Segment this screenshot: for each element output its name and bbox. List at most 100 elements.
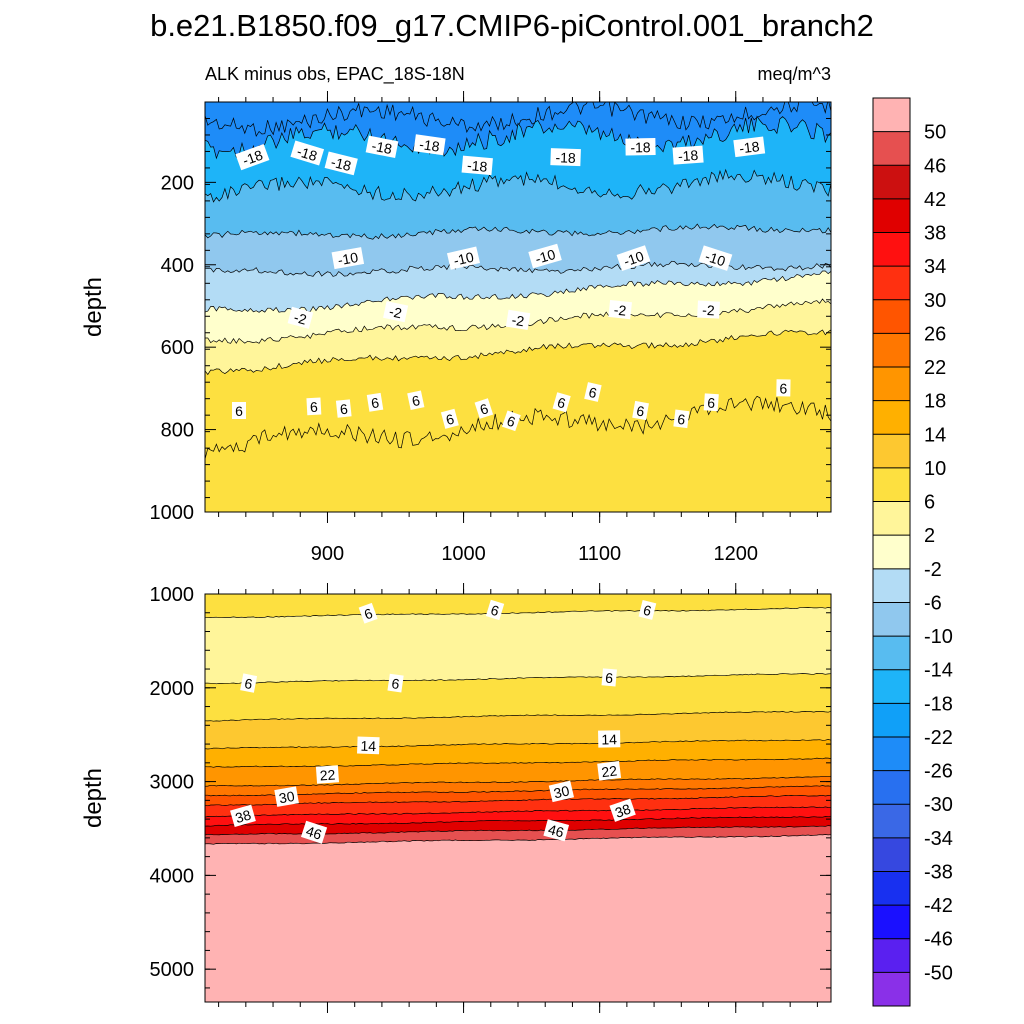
- contour-label-text: 6: [391, 675, 401, 692]
- y-tick-label: 1000: [150, 584, 195, 606]
- colorbar-swatch: [873, 871, 910, 906]
- contour-label-box: [300, 820, 328, 844]
- colorbar-label: 6: [924, 492, 935, 514]
- contour-label-text: 46: [304, 823, 324, 843]
- contour-label-text: -18: [466, 157, 488, 175]
- contour-label-text: 6: [676, 411, 686, 428]
- contour-label-box: [461, 155, 493, 176]
- lower-panel: 6 6 6 6 6 6 14 14 22 22 30 30 38 38 46 46 1000 2000 3000 40…: [80, 583, 832, 1013]
- contour-label-text: -18: [240, 147, 265, 169]
- contour-label-box: [501, 410, 521, 432]
- colorbar-swatch: [873, 98, 910, 132]
- y-axis-label: depth: [80, 277, 107, 337]
- contour-label: -18: [413, 134, 446, 156]
- contour-label-text: -10: [533, 246, 557, 267]
- contour-label: -18: [550, 148, 581, 167]
- contour-line-level-30: [205, 794, 831, 807]
- contour-label: -10: [331, 247, 365, 270]
- contour-label-box: [365, 135, 399, 159]
- contour-label-box: [703, 393, 719, 412]
- contour-label-box: [638, 599, 657, 620]
- contour-label: 30: [548, 780, 575, 803]
- contour-label: -18: [625, 138, 656, 156]
- subtitle-left: ALK minus obs, EPAC_18S-18N: [205, 64, 465, 85]
- contour-label-box: [274, 786, 299, 807]
- colorbar-swatch: [873, 905, 910, 940]
- contour-label: 6: [776, 379, 791, 397]
- contour-label: 6: [703, 393, 719, 412]
- colorbar-swatch: [873, 232, 910, 267]
- colorbar-swatch: [873, 602, 910, 637]
- contour-label-box: [387, 673, 404, 693]
- contour-label-text: 30: [278, 788, 296, 806]
- colorbar-swatch: [873, 333, 910, 368]
- contour-label: 6: [638, 599, 657, 620]
- y-tick-label: 5000: [150, 959, 195, 981]
- contour-label: 22: [315, 765, 340, 784]
- colorbar-swatch: [873, 568, 910, 603]
- contour-line-level--14: [205, 168, 831, 203]
- contour-label-text: 6: [310, 399, 319, 415]
- colorbar-swatch: [873, 266, 910, 301]
- colorbar-label: 50: [924, 122, 946, 144]
- contour-label: 38: [230, 804, 256, 828]
- contour-label: 6: [366, 392, 384, 412]
- contour-band-level-46: [205, 834, 831, 1002]
- y-axis-label: depth: [80, 768, 107, 828]
- x-tick-label: 1200: [713, 543, 758, 565]
- contour-line-level-46: [205, 834, 831, 845]
- colorbar-label: -30: [924, 794, 953, 816]
- contour-label-text: 14: [601, 731, 617, 747]
- contour-label: 6: [673, 409, 690, 429]
- contour-label: -10: [528, 243, 562, 269]
- colorbar-swatch: [873, 938, 910, 973]
- contour-label-text: -18: [677, 147, 699, 164]
- contour-label-box: [413, 134, 446, 156]
- contour-label-box: [474, 398, 494, 419]
- contour-label: 6: [335, 399, 352, 418]
- contour-label: 6: [440, 408, 459, 429]
- contour-label: -10: [698, 245, 733, 271]
- contour-label-text: 6: [444, 411, 456, 429]
- contour-line-level-6: [205, 607, 831, 619]
- contour-label-box: [358, 602, 378, 624]
- contour-label-box: [383, 301, 409, 323]
- colorbar-label: -46: [924, 929, 953, 951]
- contour-label: 6: [552, 392, 571, 413]
- contour-label-text: -2: [613, 301, 627, 318]
- plot-area: -18 -18 -18 -18 -18 -18 -18 -18 -18 -18 -10 -10 -10 -…: [205, 102, 831, 512]
- upper-panel: -18 -18 -18 -18 -18 -18 -18 -18 -18 -18 -10 -10 -10 -…: [80, 64, 832, 565]
- contour-label: 6: [407, 390, 425, 410]
- colorbar-label: -38: [924, 861, 953, 883]
- contour-label-text: 38: [613, 801, 633, 821]
- colorbar-label: 26: [924, 323, 946, 345]
- colorbar-label: 34: [924, 256, 946, 278]
- contour-label: 6: [485, 599, 505, 621]
- contour-label-box: [672, 145, 704, 165]
- contour-label: 6: [584, 382, 602, 402]
- contour-label-box: [287, 306, 314, 329]
- contour-line-level-10: [205, 710, 831, 722]
- colorbar-swatch: [873, 636, 910, 670]
- contour-label-box: [230, 804, 256, 828]
- colorbar-label: -10: [924, 626, 953, 648]
- contour-line-level-14: [205, 739, 831, 750]
- figure-title: b.e21.B1850.f09_g17.CMIP6-piControl.001_…: [150, 8, 874, 43]
- colorbar-swatch: [873, 367, 910, 401]
- contour-label: -10: [446, 246, 481, 270]
- colorbar-label: 42: [924, 189, 946, 211]
- contour-label: -10: [616, 245, 651, 272]
- contour-label: -18: [235, 144, 270, 171]
- y-tick-label: 3000: [150, 772, 195, 794]
- colorbar-label: 14: [924, 424, 946, 446]
- contour-label: 46: [300, 820, 328, 844]
- colorbar-label: -6: [924, 592, 942, 614]
- contour-line-level--18: [205, 115, 831, 160]
- contour-label-text: -2: [292, 309, 308, 328]
- contour-label-text: 6: [605, 670, 614, 687]
- contour-label-box: [366, 392, 384, 412]
- contour-label-box: [528, 243, 562, 269]
- contour-label: -2: [383, 301, 409, 323]
- contour-label-text: 6: [243, 675, 254, 692]
- contour-label-box: [776, 379, 791, 397]
